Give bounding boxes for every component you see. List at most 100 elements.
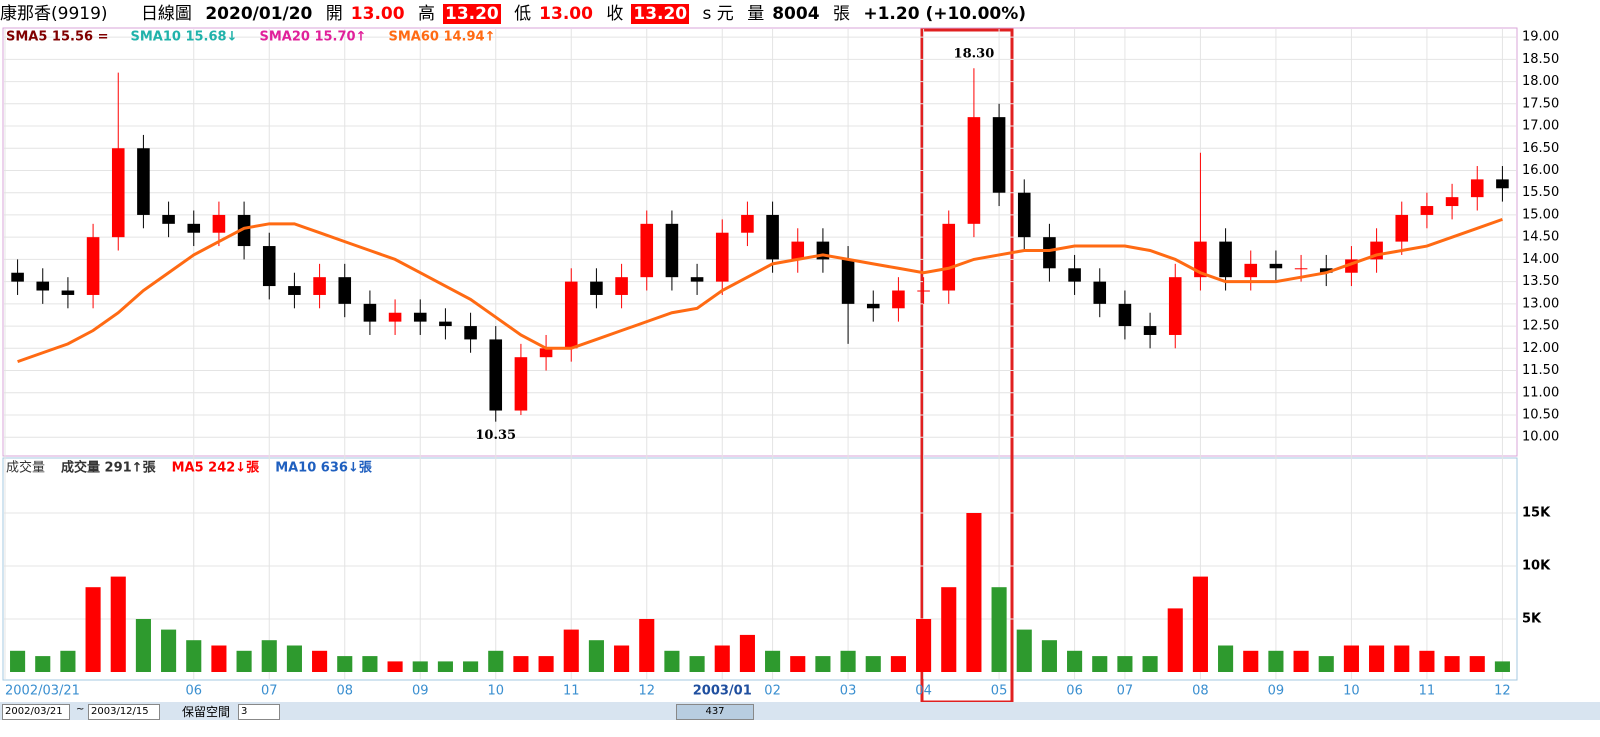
volume-bar	[463, 661, 479, 672]
candle-body	[388, 312, 402, 322]
candle-body	[690, 277, 704, 282]
x-tick-label: 06	[1066, 684, 1083, 699]
legend-entry: SMA5 15.56 =	[6, 30, 108, 45]
volume-bar	[1092, 656, 1108, 672]
candle-body	[715, 232, 729, 282]
volume-bar	[110, 576, 126, 672]
volume-bar	[35, 656, 51, 672]
volume-bar	[85, 587, 101, 672]
volume-panel	[2, 457, 1518, 681]
volume-bar	[1016, 629, 1032, 672]
volume-bar	[815, 656, 831, 672]
candle-body	[1143, 326, 1157, 335]
space-input[interactable]: 3	[238, 704, 280, 720]
x-tick-label: 2002/03/21	[5, 684, 80, 699]
annotation: 10.35	[475, 428, 516, 443]
date-from[interactable]: 2002/03/21	[2, 704, 70, 720]
candle-body	[741, 214, 754, 233]
candle-body	[262, 246, 276, 287]
volume-bar	[1369, 645, 1385, 672]
volume-bar	[1218, 645, 1234, 672]
x-tick-label: 02	[764, 684, 781, 699]
candle-body	[1093, 281, 1107, 304]
y-tick-label: 13.50	[1522, 274, 1559, 289]
volume-bar	[689, 656, 705, 672]
candle-body	[992, 117, 1006, 193]
candle-body	[1219, 241, 1232, 278]
volume-bar	[1243, 650, 1259, 672]
x-tick-label: 07	[1117, 684, 1134, 699]
unit: s 元	[702, 4, 734, 24]
volume-bar	[1041, 640, 1057, 672]
candle-body	[36, 281, 50, 291]
y-tick-label: 15K	[1522, 506, 1551, 521]
candle-body	[464, 326, 477, 340]
y-tick-label: 10K	[1522, 559, 1551, 574]
volume-bar	[513, 656, 529, 672]
volume-bar	[1494, 661, 1510, 672]
candle-body	[61, 290, 75, 295]
legend-entry: SMA20 15.70↑	[259, 30, 366, 45]
label: 開	[325, 4, 343, 24]
chart: 10.00 10.50 11.00 11.50 12.00 12.50 13.00 13.50…	[2, 27, 1559, 702]
change: +1.20 (+10.00%)	[863, 4, 1027, 24]
volume-bar	[1067, 650, 1083, 672]
y-tick-label: 19.00	[1522, 30, 1559, 45]
volume-bar	[488, 650, 504, 672]
candle-body	[917, 290, 930, 292]
x-tick-label: 04	[915, 684, 932, 699]
x-tick-label: 03	[840, 684, 857, 699]
volume-bar	[840, 650, 856, 672]
candle-body	[111, 148, 125, 238]
candle-body	[892, 290, 905, 309]
volume-bar	[10, 650, 26, 672]
volume-bar	[865, 656, 881, 672]
candle-body	[162, 214, 175, 224]
candle-body	[1420, 206, 1434, 215]
candle-body	[640, 223, 654, 278]
candle-body	[1017, 192, 1031, 238]
volume-bar	[639, 619, 655, 672]
candle-body	[212, 214, 226, 233]
y-tick-label: 18.00	[1522, 74, 1559, 89]
volume-bar	[664, 650, 680, 672]
volume-bar	[387, 661, 403, 672]
y-tick-label: 10.00	[1522, 430, 1559, 445]
value: 13.00	[350, 4, 405, 24]
candle-body	[137, 148, 150, 215]
volume-bar	[966, 513, 982, 672]
candle-body	[866, 303, 880, 309]
volume-bar	[186, 640, 202, 672]
candle-body	[1244, 263, 1258, 278]
volume-bar	[538, 656, 554, 672]
scroll-thumb[interactable]: 437	[676, 704, 754, 720]
highlight-box	[920, 28, 1014, 702]
candle-body	[1496, 179, 1509, 189]
candle-body	[313, 277, 326, 295]
volume-bar	[437, 661, 453, 672]
volume-bar	[991, 587, 1007, 672]
x-tick-label: 07	[261, 684, 278, 699]
volume-bar	[614, 645, 630, 672]
volume-bar	[1444, 656, 1460, 672]
label: 收	[606, 4, 624, 24]
candle-body	[942, 223, 956, 291]
candle-body	[766, 214, 779, 260]
candle-body	[1319, 268, 1333, 273]
volume-bar	[916, 619, 932, 672]
volume-bar	[135, 619, 151, 672]
candle-body	[489, 339, 503, 411]
volume-bar	[1343, 645, 1359, 672]
volume-bar	[714, 645, 730, 672]
volume-bar	[412, 661, 428, 672]
candle-body	[1068, 268, 1081, 282]
candle-body	[413, 312, 427, 322]
y-tick-label: 18.50	[1522, 52, 1559, 67]
x-tick-label: 08	[336, 684, 353, 699]
candle-body	[841, 259, 855, 304]
y-tick-label: 12.00	[1522, 341, 1559, 356]
legend-entry: 成交量	[6, 460, 45, 476]
value: 13.20	[631, 4, 690, 24]
candle-body	[288, 286, 301, 295]
date-to[interactable]: 2003/12/15	[88, 704, 160, 720]
